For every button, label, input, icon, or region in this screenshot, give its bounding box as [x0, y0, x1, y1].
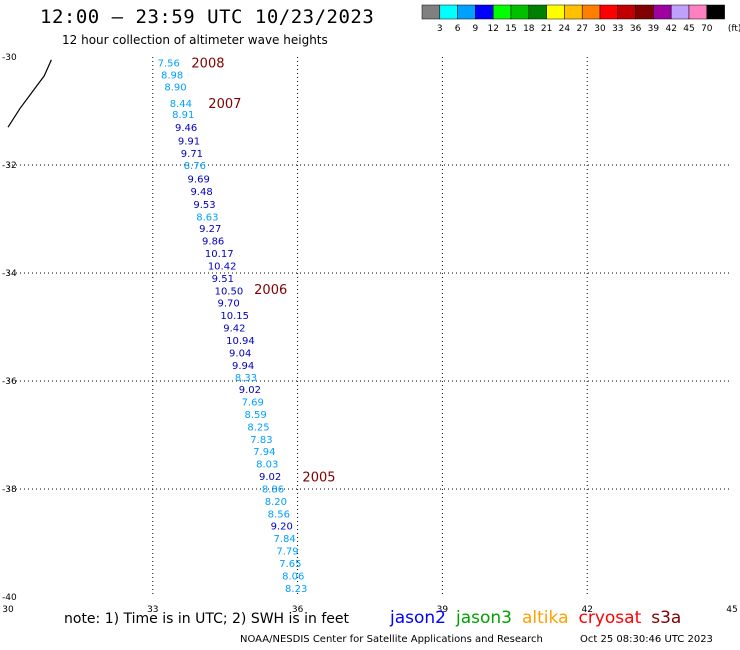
wave-height-value: 8.59 [245, 410, 267, 421]
wave-height-value: 9.91 [178, 137, 200, 148]
wave-height-value: 7.79 [276, 547, 298, 558]
legend-label: 42 [665, 24, 676, 34]
wave-height-value: 9.69 [188, 175, 210, 186]
satellite-legend: jason2 jason3 altika cryosat s3a [390, 608, 691, 628]
wave-height-value: 9.20 [271, 522, 293, 533]
legend-label: (ft) [728, 24, 740, 34]
legend-label: 18 [523, 24, 535, 34]
wave-height-value: 7.65 [279, 559, 301, 570]
legend-label: 3 [437, 24, 443, 34]
wave-height-value: 9.48 [190, 187, 212, 198]
wave-height-value: 8.06 [282, 571, 304, 582]
satellite-name: s3a [651, 608, 682, 628]
satellite-name: cryosat [578, 608, 642, 628]
lat-tick-label: -36 [2, 377, 17, 387]
wave-height-value: 8.86 [262, 484, 284, 495]
wave-height-value: 7.69 [242, 398, 264, 409]
wave-height-value: 8.98 [161, 70, 183, 81]
wave-height-value: 9.86 [202, 237, 224, 248]
wave-height-value: 9.04 [229, 348, 251, 359]
wave-height-value: 9.94 [232, 361, 254, 372]
footer-note: note: 1) Time is in UTC; 2) SWH is in fe… [64, 611, 350, 627]
wave-height-value: 8.03 [256, 460, 278, 471]
lat-tick-label: -30 [2, 53, 17, 63]
wave-height-value: 7.94 [253, 447, 275, 458]
wave-height-value: 8.90 [164, 83, 186, 94]
legend-label: 70 [701, 24, 713, 34]
wave-height-value: 10.17 [205, 249, 234, 260]
legend-label: 33 [612, 24, 623, 34]
wave-height-value: 10.15 [220, 311, 249, 322]
wave-height-value: 8.63 [196, 212, 218, 223]
page-subtitle: 12 hour collection of altimeter wave hei… [62, 33, 328, 47]
wave-height-value: 7.56 [158, 58, 180, 69]
wave-height-value: 8.44 [170, 99, 192, 110]
legend-label: 15 [505, 24, 516, 34]
credit-text: NOAA/NESDIS Center for Satellite Applica… [240, 634, 543, 645]
lon-tick-label: 42 [581, 605, 592, 615]
wave-height-value: 8.76 [184, 161, 206, 172]
legend-label: 6 [455, 24, 461, 34]
time-label: 2006 [254, 283, 287, 298]
wave-height-value: 10.50 [215, 286, 244, 297]
legend-label: 21 [541, 24, 552, 34]
wave-height-value: 10.42 [208, 261, 237, 272]
lon-tick-label: 39 [437, 605, 449, 615]
coastline [7, 59, 52, 128]
lat-tick-label: -32 [2, 161, 17, 171]
legend-label: 12 [487, 24, 498, 34]
wave-height-value: 8.25 [247, 422, 269, 433]
wave-height-value: 9.71 [181, 149, 203, 160]
satellite-name: jason2 [390, 608, 446, 628]
wave-height-value: 8.56 [268, 509, 290, 520]
wave-height-value: 8.91 [172, 110, 194, 121]
wave-height-value: 8.20 [265, 497, 287, 508]
lon-tick-label: 36 [292, 605, 304, 615]
legend-label: 30 [594, 24, 606, 34]
wave-height-value: 10.94 [226, 336, 255, 347]
page-title: 12:00 – 23:59 UTC 10/23/2023 [40, 6, 375, 28]
wave-height-value: 8.33 [235, 373, 257, 384]
wave-height-map: 30 33 36 39 42 45 -30 -32 -34 -36 -38 -40 7.568.98 8.… [2, 53, 738, 615]
lon-tick-label: 30 [2, 605, 14, 615]
legend-label: 39 [648, 24, 660, 34]
lat-tick-label: -40 [2, 593, 17, 603]
wave-height-value: 9.51 [212, 274, 234, 285]
legend-label: 45 [683, 24, 694, 34]
wave-height-value: 9.27 [199, 224, 221, 235]
satellite-name: jason3 [456, 608, 512, 628]
lon-tick-label: 33 [147, 605, 158, 615]
legend-label: 27 [576, 24, 587, 34]
time-label: 2008 [191, 56, 224, 71]
lat-tick-label: -38 [2, 485, 17, 495]
wave-height-value: 7.84 [273, 534, 295, 545]
wave-height-value: 7.83 [250, 435, 272, 446]
lat-tick-label: -34 [2, 269, 17, 279]
wave-height-value: 9.02 [259, 472, 281, 483]
legend-label: 36 [630, 24, 642, 34]
wave-height-value: 8.23 [285, 584, 307, 595]
credit-date: Oct 25 08:30:46 UTC 2023 [580, 634, 713, 645]
wave-height-value: 9.02 [239, 385, 261, 396]
wave-height-value: 9.70 [217, 299, 239, 310]
lon-tick-label: 45 [726, 605, 737, 615]
wave-height-value: 9.53 [193, 200, 215, 211]
time-label: 2007 [208, 97, 241, 112]
legend-swatch [706, 4, 725, 20]
legend-label: 24 [559, 24, 571, 34]
legend-label: 9 [473, 24, 479, 34]
wave-height-value: 9.42 [223, 324, 245, 335]
satellite-name: altika [522, 608, 569, 628]
time-label: 2005 [302, 471, 335, 486]
wave-height-value: 9.46 [175, 123, 197, 134]
